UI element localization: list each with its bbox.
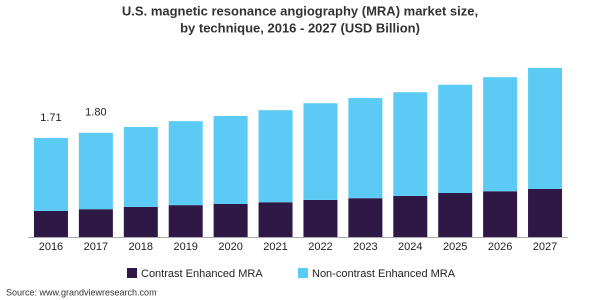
source: Source: www.grandviewresearch.com — [6, 287, 157, 297]
bar-segment — [258, 202, 293, 237]
x-tick-label: 2017 — [84, 241, 108, 253]
legend-label: Non-contrast Enhanced MRA — [312, 268, 456, 280]
bar-segment — [213, 203, 248, 237]
chart-title: U.S. magnetic resonance angiography (MRA… — [122, 3, 478, 18]
bar-segment — [33, 137, 68, 211]
bar-segment — [393, 92, 428, 196]
legend-swatch — [127, 268, 137, 278]
bar-segment — [303, 103, 338, 200]
bar-segment — [393, 195, 428, 237]
bar-segment — [168, 121, 203, 206]
bar-segment — [438, 192, 473, 237]
chart-subtitle: by technique, 2016 - 2027 (USD Billion) — [180, 20, 420, 35]
x-tick-label: 2022 — [308, 241, 332, 253]
bar-segment — [348, 98, 383, 199]
legend-swatch — [298, 268, 308, 278]
bar-segment — [528, 67, 563, 189]
total-label: 1.71 — [40, 112, 61, 124]
bar-segment — [528, 188, 563, 237]
bar-segment — [123, 206, 158, 237]
total-label: 1.80 — [85, 107, 106, 119]
x-tick-label: 2027 — [533, 241, 557, 253]
legend-label: Contrast Enhanced MRA — [141, 268, 263, 280]
bar-segment — [258, 110, 293, 203]
bar-segment — [438, 84, 473, 193]
bar-segment — [78, 132, 113, 210]
bar-segment — [78, 209, 113, 237]
bar-segment — [33, 210, 68, 237]
x-tick-label: 2016 — [39, 241, 63, 253]
x-tick-label: 2021 — [263, 241, 287, 253]
x-tick-label: 2023 — [353, 241, 377, 253]
x-tick-label: 2024 — [398, 241, 422, 253]
x-tick-label: 2026 — [488, 241, 512, 253]
x-tick-label: 2025 — [443, 241, 467, 253]
x-tick-label: 2018 — [129, 241, 153, 253]
x-tick-label: 2019 — [173, 241, 197, 253]
bar-segment — [168, 205, 203, 237]
bar-segment — [123, 126, 158, 207]
bar-segment — [348, 198, 383, 237]
bar-segment — [213, 115, 248, 204]
x-tick-label: 2020 — [218, 241, 242, 253]
bar-segment — [483, 191, 518, 237]
bar-segment — [483, 77, 518, 192]
bar-segment — [303, 199, 338, 237]
